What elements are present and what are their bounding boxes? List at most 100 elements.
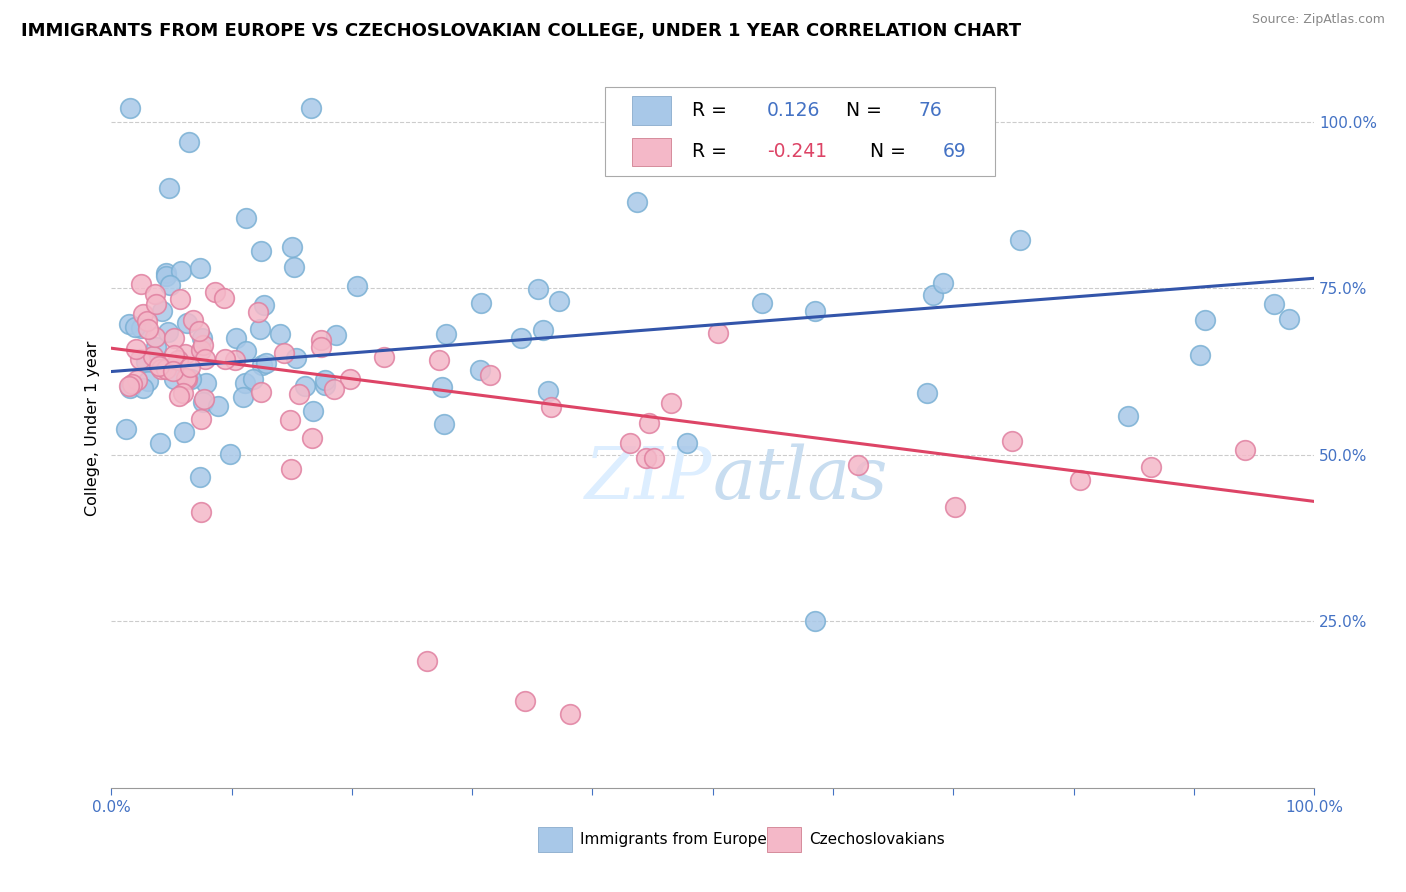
Point xyxy=(150,361,173,376)
Point xyxy=(181,313,204,327)
Point xyxy=(479,368,502,383)
Point xyxy=(207,399,229,413)
Point xyxy=(143,286,166,301)
Bar xyxy=(633,137,671,166)
Point xyxy=(922,287,945,301)
Point xyxy=(288,387,311,401)
Bar xyxy=(633,96,671,125)
Point xyxy=(190,343,212,357)
Point xyxy=(156,326,179,340)
Point xyxy=(1188,348,1211,362)
Point xyxy=(548,293,571,308)
Point xyxy=(932,277,955,291)
Point xyxy=(129,277,152,292)
Point xyxy=(804,614,827,628)
Point xyxy=(1263,297,1285,311)
Point xyxy=(135,314,157,328)
Point xyxy=(190,412,212,426)
Point xyxy=(219,447,242,461)
Point xyxy=(159,277,181,292)
Point xyxy=(148,359,170,373)
Point xyxy=(278,413,301,427)
Text: R =: R = xyxy=(692,101,733,120)
Point xyxy=(157,181,180,195)
Point xyxy=(558,707,581,722)
Text: ZIP: ZIP xyxy=(585,443,713,514)
Point xyxy=(676,435,699,450)
Point xyxy=(416,654,439,668)
Point xyxy=(204,285,226,299)
Point xyxy=(285,351,308,365)
Text: IMMIGRANTS FROM EUROPE VS CZECHOSLOVAKIAN COLLEGE, UNDER 1 YEAR CORRELATION CHAR: IMMIGRANTS FROM EUROPE VS CZECHOSLOVAKIA… xyxy=(21,22,1021,40)
Point xyxy=(301,432,323,446)
Text: 69: 69 xyxy=(942,143,966,161)
Point xyxy=(242,372,264,386)
Text: Immigrants from Europe: Immigrants from Europe xyxy=(581,832,768,847)
Point xyxy=(149,436,172,450)
Point xyxy=(470,295,492,310)
Point xyxy=(142,350,165,364)
Point xyxy=(124,320,146,334)
Point xyxy=(155,269,177,284)
Point xyxy=(162,364,184,378)
Point xyxy=(249,322,271,336)
Point xyxy=(174,347,197,361)
Point xyxy=(177,135,200,149)
Point xyxy=(167,389,190,403)
Point xyxy=(155,362,177,376)
Point xyxy=(1000,434,1022,449)
Point xyxy=(1233,443,1256,458)
Point xyxy=(537,384,560,399)
Point xyxy=(943,500,966,515)
Point xyxy=(314,373,336,387)
Point xyxy=(531,323,554,337)
Point xyxy=(250,385,273,400)
Point xyxy=(136,374,159,388)
Point xyxy=(339,372,361,386)
Bar xyxy=(538,827,572,853)
Point xyxy=(193,394,215,409)
Point xyxy=(273,346,295,360)
Point xyxy=(145,297,167,311)
Point xyxy=(346,278,368,293)
Point xyxy=(176,316,198,330)
Point xyxy=(163,372,186,386)
Point xyxy=(309,340,332,354)
Point xyxy=(254,356,277,370)
Bar xyxy=(766,827,800,853)
Point xyxy=(214,352,236,367)
Point xyxy=(323,382,346,396)
Point xyxy=(128,352,150,367)
Point xyxy=(311,333,333,347)
Point xyxy=(136,321,159,335)
Point xyxy=(314,377,336,392)
Point xyxy=(294,378,316,392)
Point xyxy=(172,385,194,400)
Point xyxy=(299,102,322,116)
Point xyxy=(193,392,215,406)
Point xyxy=(247,305,270,319)
Point xyxy=(250,244,273,259)
Point xyxy=(188,324,211,338)
Point xyxy=(132,381,155,395)
Point xyxy=(915,385,938,400)
Point xyxy=(131,320,153,334)
Point xyxy=(176,372,198,386)
Point xyxy=(527,282,550,296)
Point xyxy=(117,379,139,393)
Point xyxy=(252,358,274,372)
Point xyxy=(214,291,236,305)
Point xyxy=(325,328,347,343)
Point xyxy=(167,353,190,368)
Point xyxy=(269,326,291,341)
Point xyxy=(188,260,211,275)
Point xyxy=(804,304,827,318)
Point xyxy=(145,340,167,354)
Point xyxy=(281,240,304,254)
Point xyxy=(638,416,661,430)
Point xyxy=(155,266,177,280)
Text: 76: 76 xyxy=(918,101,942,120)
Point xyxy=(224,353,246,368)
Text: Czechoslovakians: Czechoslovakians xyxy=(808,832,945,847)
Point xyxy=(118,102,141,116)
